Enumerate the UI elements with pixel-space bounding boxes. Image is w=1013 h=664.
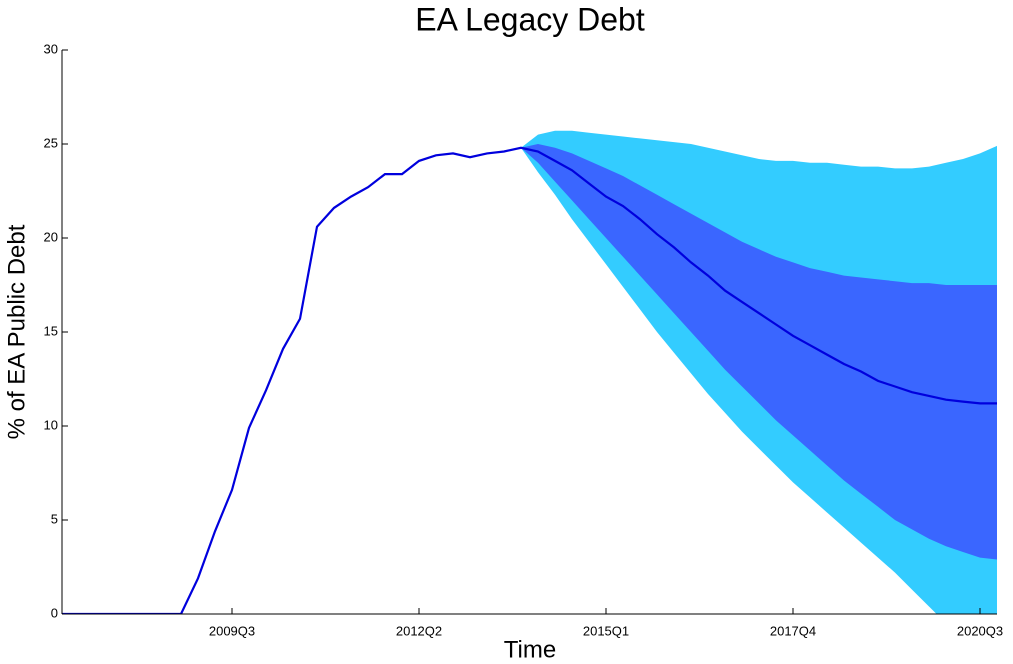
y-tick-label: 15: [44, 323, 58, 338]
y-tick-label: 0: [51, 605, 58, 620]
y-tick-label: 25: [44, 135, 58, 150]
chart-title: EA Legacy Debt: [415, 1, 645, 37]
y-tick-label: 20: [44, 229, 58, 244]
median-line: [62, 146, 997, 614]
x-tick-label: 2020Q3: [957, 623, 1003, 638]
fan-band: [521, 144, 997, 560]
y-tick-label: 30: [44, 41, 58, 56]
x-tick-label: 2017Q4: [770, 623, 816, 638]
x-axis-label: Time: [504, 636, 556, 663]
x-tick-label: 2015Q1: [583, 623, 629, 638]
y-axis-label: % of EA Public Debt: [3, 224, 30, 439]
y-tick-label: 5: [51, 511, 58, 526]
y-tick-label: 10: [44, 417, 58, 432]
x-tick-label: 2009Q3: [209, 623, 255, 638]
x-tick-label: 2012Q2: [396, 623, 442, 638]
plot-area: [62, 130, 997, 614]
